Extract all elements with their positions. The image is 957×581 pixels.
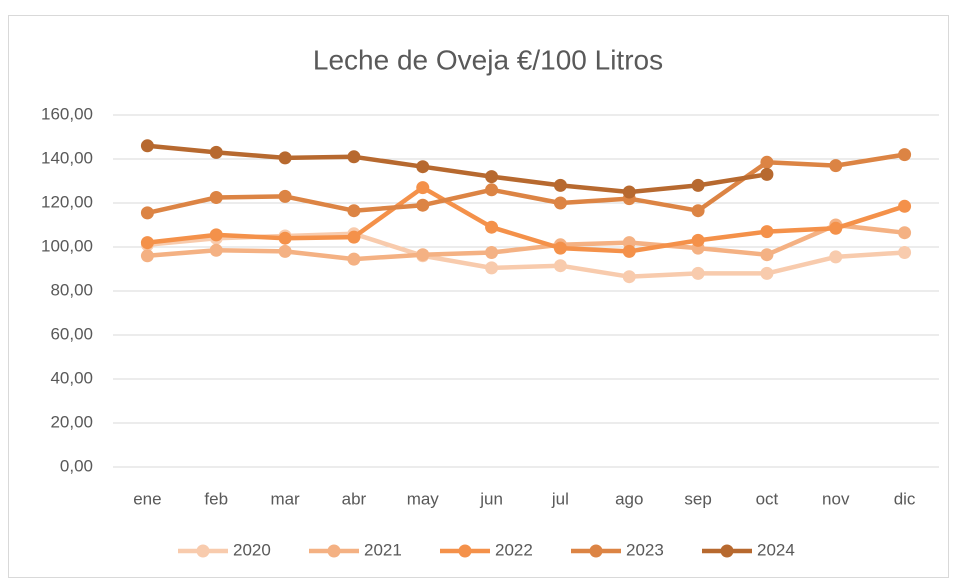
data-point bbox=[485, 183, 499, 197]
data-point bbox=[140, 206, 154, 220]
x-tick-label: oct bbox=[756, 489, 779, 508]
data-point bbox=[622, 185, 636, 199]
data-point bbox=[829, 250, 843, 264]
legend-marker bbox=[589, 544, 603, 558]
data-point bbox=[485, 246, 499, 259]
data-point bbox=[209, 145, 223, 159]
data-point bbox=[760, 167, 774, 181]
y-tick-label: 160,00 bbox=[41, 104, 93, 123]
x-tick-label: ene bbox=[133, 489, 161, 508]
legend-label: 2023 bbox=[626, 540, 664, 559]
data-point bbox=[347, 230, 361, 244]
data-point bbox=[485, 261, 499, 275]
legend-marker bbox=[327, 544, 341, 558]
data-point bbox=[553, 259, 567, 273]
y-tick-label: 140,00 bbox=[41, 148, 93, 167]
legend-marker bbox=[720, 544, 734, 558]
y-tick-label: 0,00 bbox=[60, 456, 93, 475]
legend-label: 2021 bbox=[364, 540, 402, 559]
data-point bbox=[278, 151, 292, 165]
data-point bbox=[140, 236, 154, 250]
legend-marker bbox=[196, 544, 210, 558]
data-point bbox=[691, 233, 705, 247]
data-point bbox=[622, 270, 636, 284]
data-point bbox=[140, 249, 154, 263]
data-point bbox=[209, 243, 223, 257]
data-point bbox=[347, 150, 361, 164]
y-tick-label: 40,00 bbox=[50, 368, 93, 387]
data-point bbox=[416, 248, 430, 262]
data-point bbox=[691, 266, 705, 280]
x-tick-label: abr bbox=[342, 489, 367, 508]
data-point bbox=[829, 159, 843, 173]
series-line bbox=[147, 185, 906, 254]
data-point bbox=[760, 225, 774, 239]
x-tick-label: feb bbox=[204, 489, 228, 508]
x-tick-label: may bbox=[407, 489, 440, 508]
data-point bbox=[898, 148, 912, 162]
data-point bbox=[691, 178, 705, 192]
data-point bbox=[553, 178, 567, 192]
y-tick-label: 60,00 bbox=[50, 324, 93, 343]
data-point bbox=[347, 252, 361, 266]
legend-label: 2020 bbox=[233, 540, 271, 559]
y-tick-label: 20,00 bbox=[50, 412, 93, 431]
data-point bbox=[416, 181, 430, 195]
legend-label: 2022 bbox=[495, 540, 533, 559]
data-point bbox=[140, 139, 154, 153]
series-line bbox=[146, 152, 905, 216]
data-point bbox=[209, 191, 223, 204]
y-tick-label: 100,00 bbox=[41, 236, 93, 255]
data-point bbox=[898, 246, 912, 259]
data-point bbox=[760, 248, 774, 262]
series-line bbox=[147, 143, 768, 195]
x-tick-label: jun bbox=[479, 489, 503, 508]
series-line bbox=[147, 222, 905, 262]
x-tick-label: nov bbox=[822, 489, 850, 508]
data-point bbox=[278, 189, 292, 203]
data-point bbox=[347, 204, 361, 218]
data-point bbox=[209, 228, 223, 242]
data-point bbox=[485, 170, 499, 184]
data-point bbox=[760, 155, 774, 169]
legend-label: 2024 bbox=[757, 540, 795, 559]
data-point bbox=[416, 198, 430, 212]
legend-marker bbox=[458, 544, 472, 558]
x-tick-label: mar bbox=[270, 489, 300, 508]
data-point bbox=[829, 221, 843, 235]
data-point bbox=[622, 244, 636, 258]
data-point bbox=[898, 226, 912, 240]
data-point bbox=[553, 241, 567, 255]
y-tick-label: 120,00 bbox=[41, 192, 93, 211]
data-point bbox=[278, 244, 292, 258]
x-tick-label: jul bbox=[551, 489, 569, 508]
data-point bbox=[278, 231, 292, 245]
data-point bbox=[553, 196, 567, 210]
x-tick-label: dic bbox=[894, 489, 916, 508]
data-point bbox=[760, 266, 774, 280]
x-tick-label: sep bbox=[684, 489, 711, 508]
data-point bbox=[485, 220, 499, 234]
data-point bbox=[691, 204, 705, 218]
y-tick-label: 80,00 bbox=[50, 280, 93, 299]
chart-border bbox=[8, 15, 949, 578]
data-point bbox=[898, 199, 912, 213]
chart-title: Leche de Oveja €/100 Litros bbox=[313, 44, 663, 75]
data-point bbox=[416, 160, 430, 174]
x-tick-label: ago bbox=[615, 489, 643, 508]
